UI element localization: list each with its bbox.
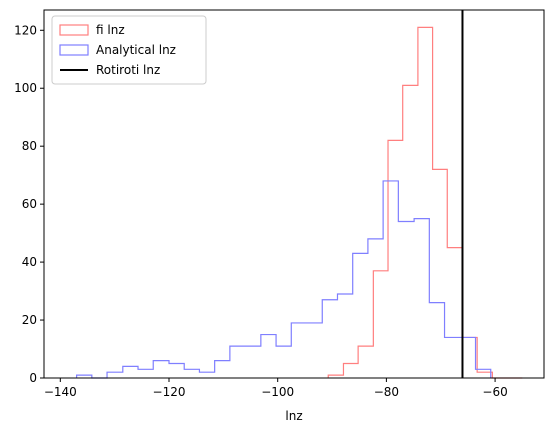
y-tick-label: 100 <box>14 81 37 95</box>
legend-box <box>51 15 207 85</box>
legend-swatch <box>59 44 89 56</box>
x-tick-label: −120 <box>153 385 186 399</box>
y-tick-label: 0 <box>29 371 37 385</box>
x-axis-label: lnz <box>285 409 302 423</box>
histogram-series-0 <box>327 26 523 379</box>
y-tick-label: 60 <box>22 197 37 211</box>
x-tick-label: −140 <box>44 385 77 399</box>
axes: −140 −120 −100 −80 −60 0 20 40 60 80 100 120 <box>14 9 545 399</box>
y-tick-label: 20 <box>22 313 37 327</box>
histogram-series-1 <box>76 180 492 379</box>
x-tick-label: −100 <box>261 385 294 399</box>
legend-swatch <box>59 24 89 36</box>
legend: fi lnz Analytical lnz Rotiroti lnz <box>51 15 207 85</box>
y-tick-label: 120 <box>14 23 37 37</box>
x-tick-label: −60 <box>482 385 507 399</box>
legend-label: Analytical lnz <box>96 43 176 57</box>
x-tick-label: −80 <box>374 385 399 399</box>
legend-label: fi lnz <box>96 23 125 37</box>
axes-frame <box>43 9 545 379</box>
plot-area <box>76 10 523 379</box>
legend-label: Rotiroti lnz <box>96 63 160 77</box>
y-tick-label: 80 <box>22 139 37 153</box>
y-tick-label: 40 <box>22 255 37 269</box>
